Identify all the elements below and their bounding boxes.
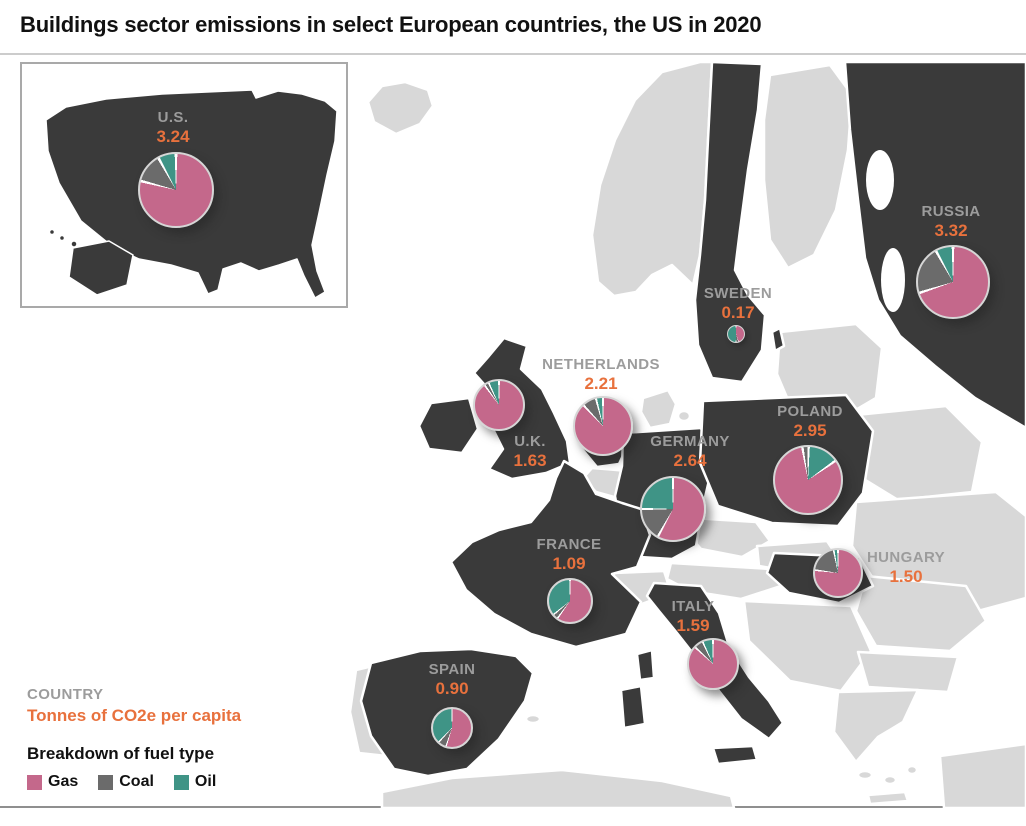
legend-label-oil: Oil [194,773,217,790]
us-map [45,89,338,299]
legend-country-label: COUNTRY [27,686,104,703]
legend-item-gas: Gas [27,773,78,791]
top-divider [0,53,1026,55]
legend-label-gas: Gas [48,773,79,790]
legend-units-label: Tonnes of CO2e per capita [27,706,242,725]
non-highlighted-countries [348,60,1026,808]
legend-swatch-gas [27,774,42,790]
page-title: Buildings sector emissions in select Eur… [20,12,762,37]
legend-item-oil: Oil [173,773,217,791]
legend-swatch-oil [173,774,189,790]
legend-item-coal: Coal [98,773,154,791]
legend-swatch-coal [98,774,114,790]
us-inset-box [20,62,348,308]
map-legend: COUNTRY Tonnes of CO2e per capita Breakd… [27,686,241,791]
legend-breakdown-title: Breakdown of fuel type [27,744,215,763]
europe-map [348,60,1026,808]
legend-items: Gas Coal Oil [27,773,241,791]
white-sea-inlets [866,150,905,312]
legend-label-coal: Coal [119,773,154,790]
